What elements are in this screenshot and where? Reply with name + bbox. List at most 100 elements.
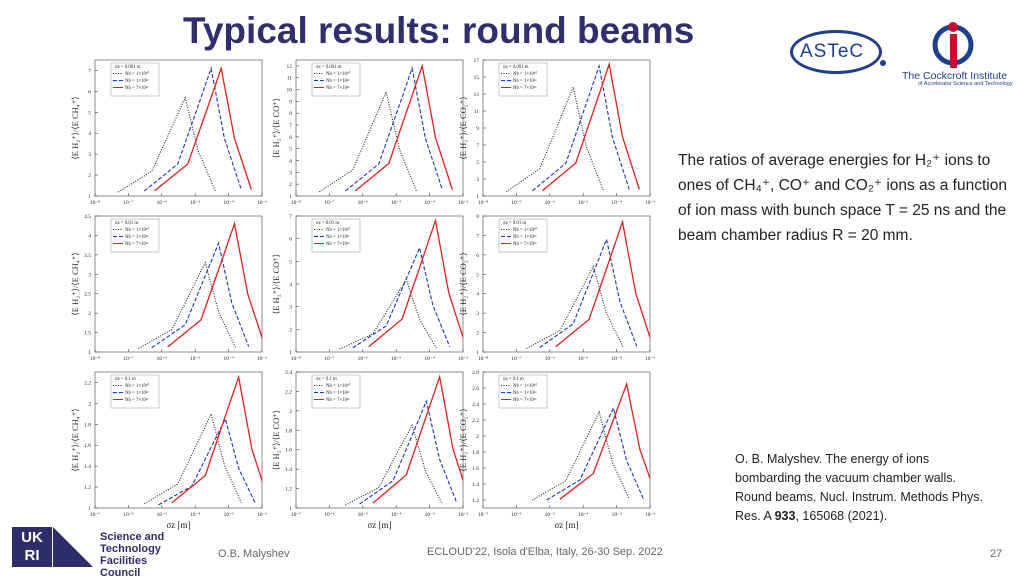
y-axis-label: ⟨E H₂⁺⟩/⟨E CH₄⁺⟩ (70, 252, 80, 315)
x-tick-label: 10⁻⁸ (291, 200, 301, 206)
series-line (559, 381, 650, 500)
legend-title: σz = 0.01 m (316, 221, 339, 226)
legend-box (311, 374, 361, 409)
y-tick-label: 2.2 (285, 389, 292, 395)
y-tick-label: 3 (88, 272, 91, 278)
legend-label: Nb = 7×10¹¹ (125, 397, 149, 403)
x-tick-label: 10⁻⁵ (358, 512, 368, 518)
y-tick-label: 4 (88, 131, 91, 137)
y-axis-label: ⟨E H₂⁺⟩/⟨E CO⁺⟩ (271, 254, 281, 314)
y-tick-label: 1.8 (285, 428, 292, 434)
y-axis-label: ⟨E H₂⁺⟩/⟨E CH₄⁺⟩ (70, 408, 80, 471)
legend-label: Nb = 7×10¹¹ (326, 397, 350, 403)
legend-label: Nb = 1×10¹¹ (125, 234, 149, 240)
y-tick-label: 1 (88, 194, 91, 200)
x-tick-label: 10⁻⁴ (578, 512, 588, 518)
series-line (539, 237, 638, 348)
legend-box (311, 62, 361, 97)
legend-label: Nb = 1×10¹⁰ (326, 227, 350, 233)
legend-title: σz = 0.001 m (503, 65, 529, 70)
y-tick-label: 5 (476, 160, 479, 166)
series-line (352, 245, 451, 349)
dot (880, 60, 886, 66)
x-tick-label: 10⁻⁸ (291, 356, 301, 362)
y-tick-label: 1.8 (472, 450, 479, 456)
x-tick-label: 10⁻⁶ (157, 356, 167, 362)
y-tick-label: 1.4 (84, 464, 91, 470)
series-line (372, 374, 463, 504)
plot-frame (94, 215, 263, 353)
x-tick-label: 10⁻³ (645, 356, 655, 362)
dot (948, 22, 958, 32)
series-line (158, 417, 257, 506)
y-axis-label: ⟨E H₂⁺⟩/⟨E CO⁺⟩ (271, 410, 281, 470)
legend-label: Nb = 7×10¹¹ (326, 85, 350, 91)
y-tick-label: 7 (289, 123, 292, 129)
y-tick-label: 2 (88, 311, 91, 317)
y-tick-label: 5 (476, 272, 479, 278)
series-line (506, 85, 604, 193)
series-group (526, 219, 650, 349)
legend-box (110, 374, 160, 409)
x-tick-label: 10⁻⁷ (291, 512, 301, 518)
x-tick-label: 10⁻³ (458, 356, 468, 362)
plot-frame (94, 371, 263, 509)
y-tick-label: 2.2 (472, 418, 479, 424)
series-group (319, 63, 453, 193)
x-tick-label: 10⁻⁸ (478, 200, 488, 206)
series-line (555, 219, 650, 348)
y-tick-label: 10 (287, 88, 293, 94)
x-tick-label: 10⁻⁶ (511, 512, 521, 518)
y-tick-label: 1 (88, 506, 91, 512)
legend-box (311, 218, 361, 253)
legend-label: Nb = 7×10¹¹ (513, 397, 537, 403)
y-tick-label: 4 (289, 282, 292, 288)
legend-label: Nb = 1×10¹¹ (125, 390, 149, 396)
series-group (339, 217, 463, 350)
y-tick-label: 3.5 (84, 253, 91, 259)
y-tick-label: 7 (476, 143, 479, 149)
y-tick-label: 15 (474, 75, 480, 81)
y-tick-label: 3 (476, 311, 479, 317)
series-line (171, 374, 262, 504)
y-tick-label: 4 (289, 159, 292, 165)
astec-logo (790, 30, 882, 74)
legend-box (498, 62, 548, 97)
series-line (541, 61, 640, 192)
y-tick-label: 8 (289, 111, 292, 117)
series-line (344, 66, 443, 192)
y-tick-label: 17 (474, 58, 480, 64)
plot-frame (94, 59, 263, 197)
cockcroft-logo (932, 22, 974, 68)
legend-label: Nb = 1×10¹¹ (513, 78, 537, 84)
x-tick-label: 10⁻⁶ (324, 512, 334, 518)
x-tick-label: 10⁻⁶ (545, 200, 555, 206)
description: The ratios of average energies for H₂⁺ i… (678, 152, 1007, 244)
y-tick-label: 1.5 (84, 331, 91, 337)
y-tick-label: 2 (289, 327, 292, 333)
legend-label: Nb = 1×10¹⁰ (125, 227, 149, 233)
y-tick-label: 1.2 (285, 487, 292, 493)
x-tick-label: 10⁻⁴ (223, 200, 233, 206)
legend-title: σz = 0.01 m (115, 221, 138, 226)
x-tick-label: 10⁻⁶ (545, 356, 555, 362)
y-tick-label: 3 (289, 305, 292, 311)
series-line (354, 63, 453, 192)
legend-box (498, 218, 548, 253)
x-tick-label: 10⁻⁸ (90, 200, 100, 206)
y-tick-label: 9 (476, 126, 479, 132)
ukri-logo: UK RI (12, 527, 52, 567)
legend-title: σz = 0.1 m (503, 377, 524, 382)
legend-label: Nb = 1×10¹⁰ (125, 383, 149, 389)
y-tick-label: 1 (289, 506, 292, 512)
footer-event: ECLOUD'22, Isola d'Elba, Italy, 26-30 Se… (427, 546, 663, 558)
x-tick-label: 10⁻⁴ (391, 512, 401, 518)
x-tick-label: 10⁻³ (257, 356, 267, 362)
y-tick-label: 1.2 (472, 498, 479, 504)
slide-title: Typical results: round beams (183, 10, 695, 51)
x-tick-label: 10⁻² (458, 512, 468, 518)
legend-title: σz = 0.001 m (115, 65, 141, 70)
y-tick-label: 13 (474, 92, 480, 98)
legend-title: σz = 0.1 m (316, 377, 337, 382)
